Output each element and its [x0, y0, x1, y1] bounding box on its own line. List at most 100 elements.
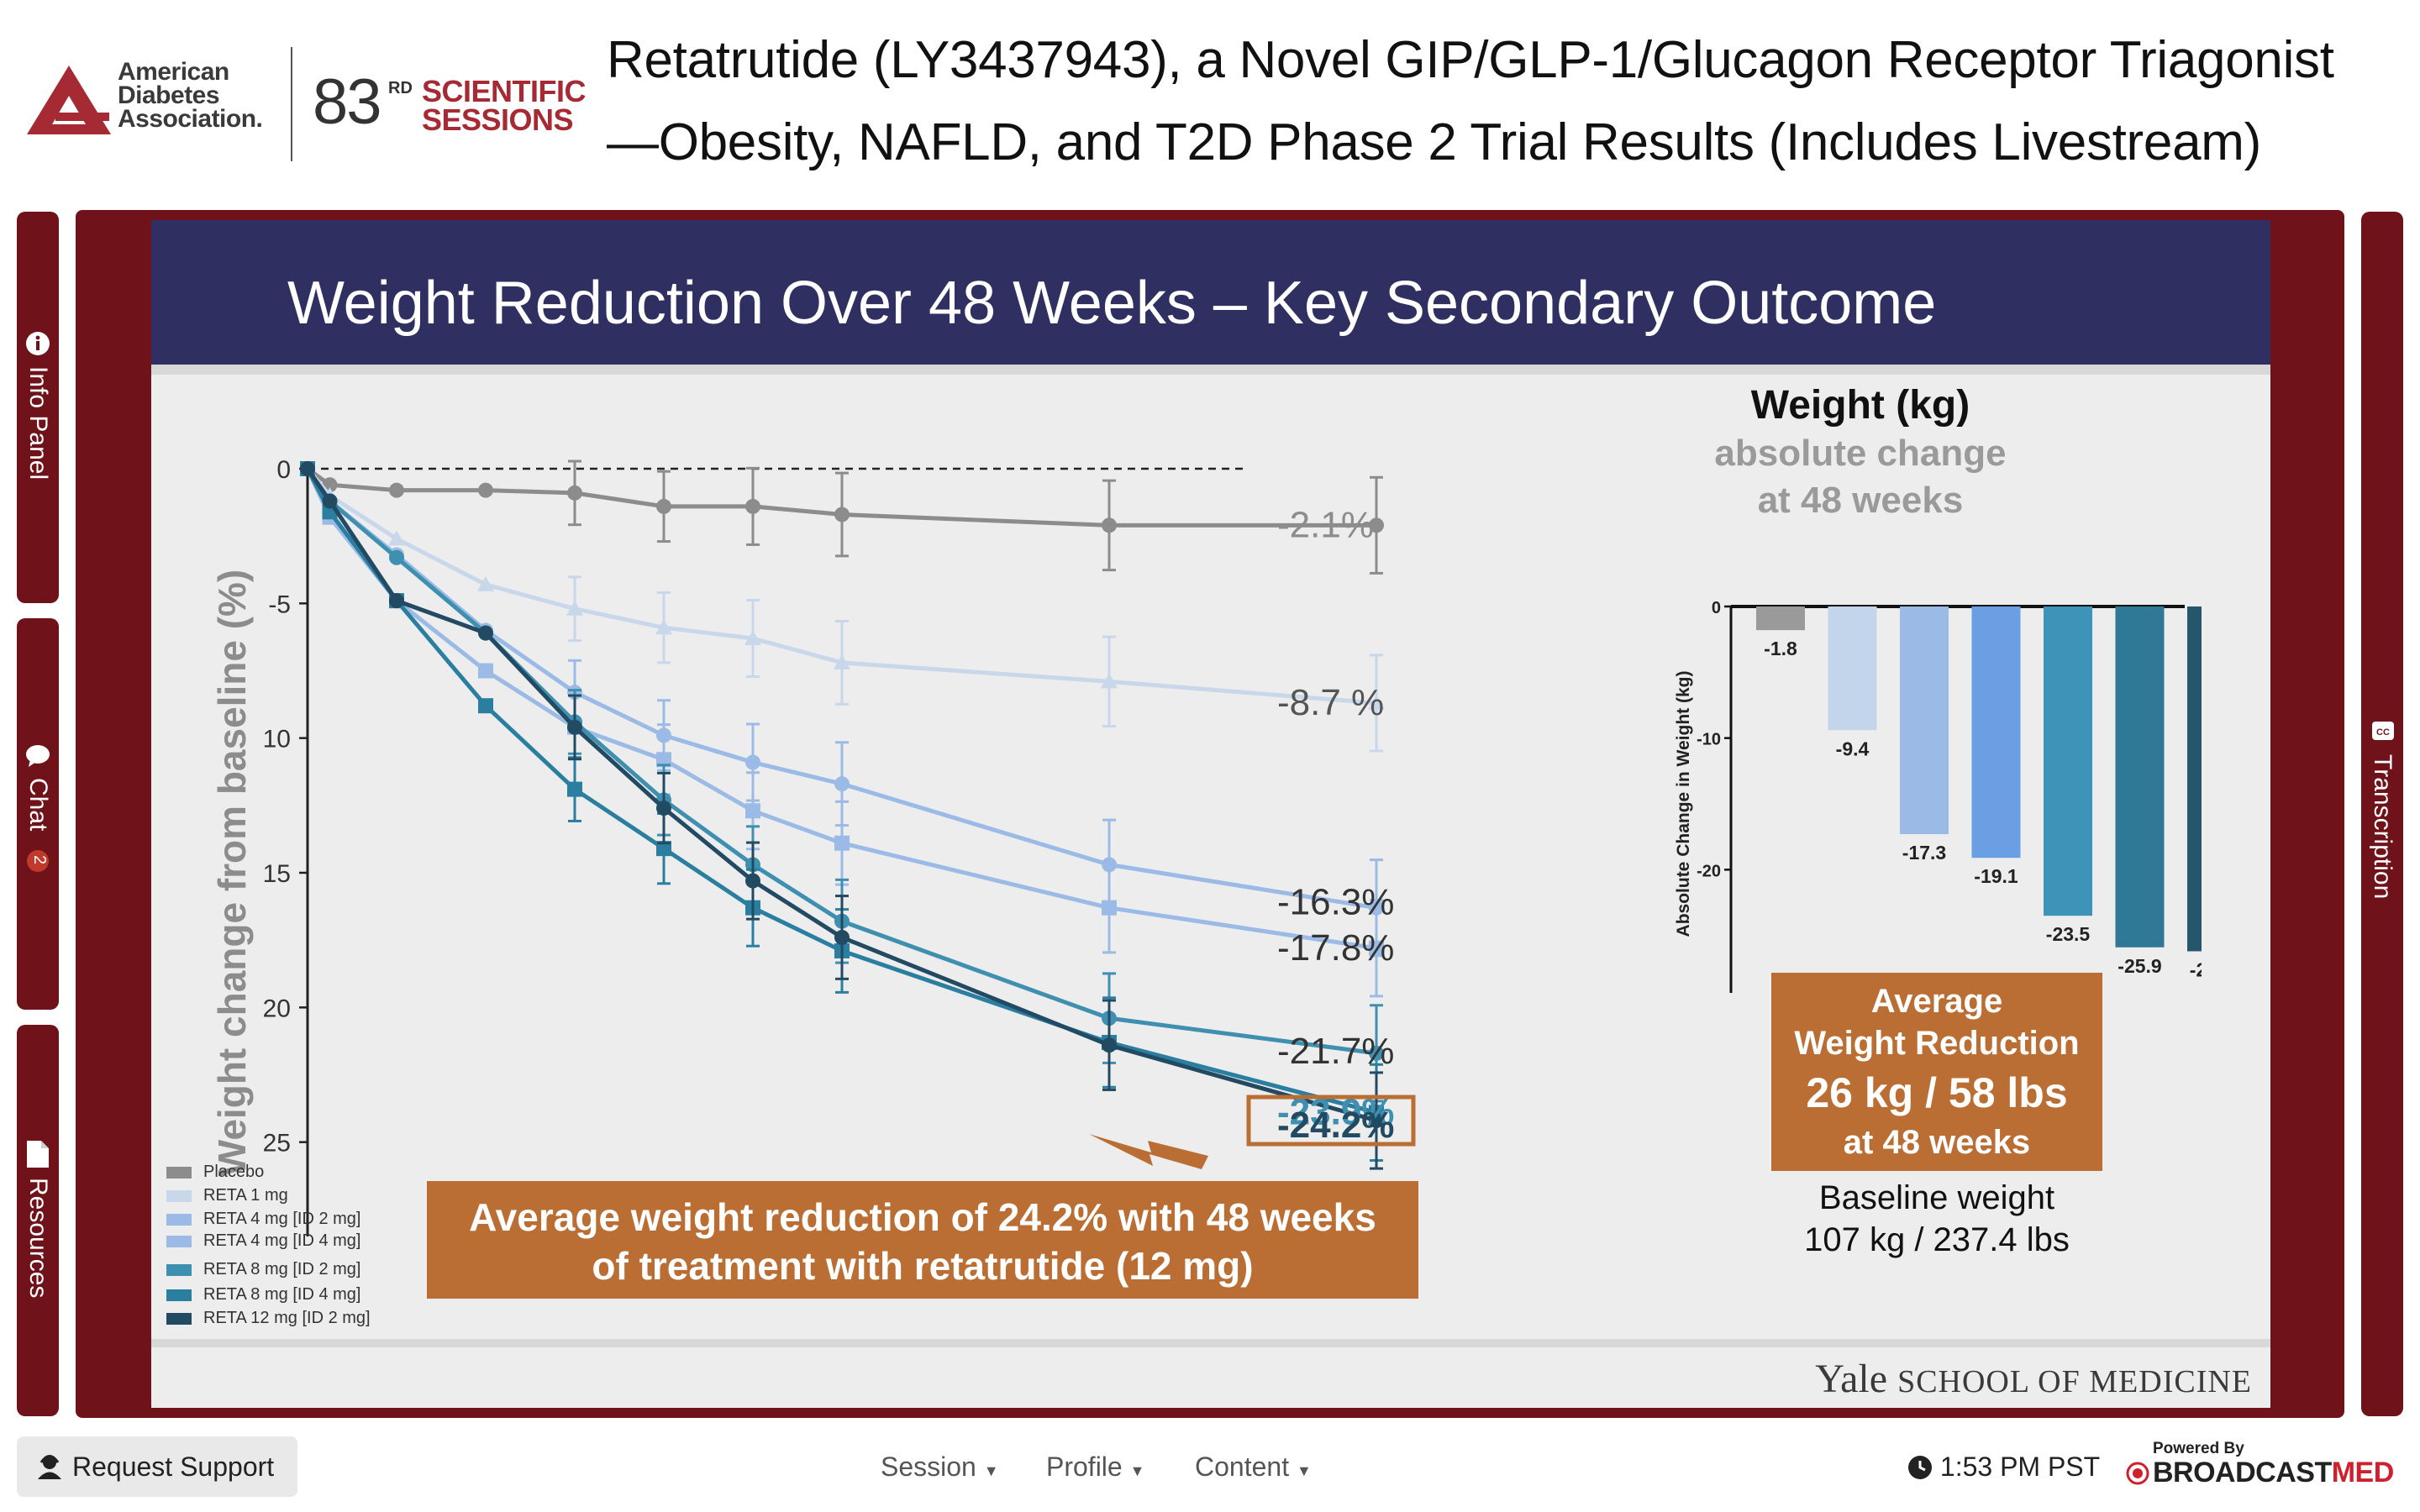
series-end-label: -8.7 %: [1277, 682, 1384, 723]
brand-med: MED: [2331, 1457, 2395, 1488]
data-point: [656, 801, 671, 816]
legend-label: RETA 8 mg [ID 4 mg]: [203, 1285, 361, 1304]
series-end-label: -2.1%: [1277, 504, 1374, 545]
y-tick-label: 10: [263, 726, 291, 753]
data-point: [567, 485, 582, 501]
tab-chat[interactable]: Chat 2: [17, 618, 59, 1010]
legend-swatch: [166, 1236, 192, 1247]
bar-y-axis-label: Absolute Change in Weight (kg): [1674, 671, 1693, 937]
session-clock: 1:53 PM PST: [1907, 1452, 2100, 1483]
legend-label: RETA 1 mg: [203, 1186, 288, 1205]
bar-chart-subtitle-2: at 48 weeks: [1758, 480, 1964, 521]
data-point: [478, 482, 493, 498]
legend-label: RETA 4 mg [ID 4 mg]: [203, 1231, 361, 1250]
chat-icon: [26, 745, 50, 767]
data-point: [567, 719, 582, 735]
data-point: [1369, 1045, 1384, 1061]
legend-label: RETA 4 mg [ID 2 mg]: [203, 1210, 361, 1228]
tab-transcription-label: Transcription: [2369, 754, 2396, 900]
ada-line-2: Diabetes: [118, 81, 220, 109]
data-point: [745, 873, 760, 889]
y-tick-label: 20: [263, 995, 291, 1022]
data-point: [322, 493, 338, 509]
data-point: [1102, 900, 1117, 916]
ada-logo: American Diabetes Association.: [27, 52, 296, 144]
y-tick-label: 25: [263, 1130, 291, 1158]
chevron-down-icon: ▼: [983, 1462, 999, 1479]
bar-chart-subtitle-1: absolute change: [1714, 433, 2006, 474]
chart-legend: Placebo RETA 1 mg RETA 4 mg [ID 2 mg] RETA …: [166, 1163, 418, 1331]
clock-time: 1:53 PM PST: [1939, 1452, 2101, 1482]
brand-broadcast: BROADCAST: [2153, 1457, 2332, 1488]
broadcastmed-wordmark: BROADCASTMED: [2153, 1457, 2394, 1489]
data-point: [745, 498, 760, 514]
bar: [2115, 606, 2165, 948]
legend-label: RETA 12 mg [ID 2 mg]: [203, 1309, 371, 1327]
legend-swatch: [166, 1289, 192, 1301]
request-support-button[interactable]: Request Support: [17, 1436, 297, 1497]
ada-triangle-icon: [27, 66, 111, 134]
sessions-line-2: SESSIONS: [422, 102, 574, 137]
data-point: [566, 600, 583, 616]
data-point: [834, 507, 850, 522]
tab-transcription[interactable]: CC Transcription: [2361, 212, 2403, 1416]
series-end-label: -24.2%: [1277, 1105, 1394, 1146]
ada-line-3: Association.: [118, 105, 263, 133]
svg-text:CC: CC: [2376, 727, 2390, 738]
data-point: [834, 929, 850, 945]
data-point: [478, 698, 493, 714]
menu-session-label: Session: [881, 1452, 976, 1482]
menu-profile[interactable]: Profile ▼: [1046, 1452, 1144, 1483]
header: American Diabetes Association. 83 RD SCI…: [0, 0, 2420, 202]
bar: [1756, 606, 1805, 631]
bar-value-label: -26.2: [2190, 958, 2202, 980]
data-point: [655, 619, 672, 635]
data-point: [388, 530, 405, 546]
support-agent-icon: [38, 1455, 61, 1479]
chevron-down-icon: ▼: [1296, 1462, 1312, 1479]
data-point: [478, 663, 493, 679]
closed-caption-icon: CC: [2372, 722, 2394, 740]
bar-value-label: -1.8: [1764, 638, 1797, 659]
menu-content[interactable]: Content ▼: [1195, 1452, 1312, 1483]
chat-count: 2: [30, 855, 49, 865]
tab-chat-label: Chat: [24, 778, 52, 832]
menu-session[interactable]: Session ▼: [881, 1452, 999, 1483]
avg-box-line-1: Average: [1870, 983, 2003, 1020]
series-end-label: -17.8%: [1277, 927, 1394, 969]
bar-value-label: -19.1: [1974, 865, 2018, 887]
info-icon: [26, 332, 50, 355]
y-tick-label: -5: [268, 591, 291, 618]
series-line: [305, 467, 1377, 1115]
data-point: [744, 630, 761, 646]
data-point: [834, 835, 850, 851]
bar-value-label: -9.4: [1836, 738, 1870, 759]
avg-box-line-2: Weight Reduction: [1794, 1025, 2080, 1062]
data-point: [1369, 517, 1384, 533]
clock-icon: [1908, 1456, 1932, 1479]
data-point: [1368, 694, 1385, 710]
bar-y-tick-label: -10: [1697, 731, 1721, 749]
document-icon: [27, 1141, 49, 1168]
data-point: [834, 654, 850, 669]
data-point: [1369, 940, 1384, 956]
series-line: [305, 467, 1377, 1123]
data-point: [389, 482, 404, 498]
menu-profile-label: Profile: [1046, 1452, 1123, 1482]
legend-swatch: [166, 1167, 192, 1179]
tab-resources-label: Resources: [24, 1178, 52, 1299]
baseline-weight-value: 107 kg / 237.4 lbs: [1804, 1221, 2070, 1258]
bar: [1900, 606, 1949, 835]
tab-info-panel[interactable]: Info Panel: [17, 212, 59, 603]
powered-by-label: Powered By: [2153, 1440, 2244, 1457]
tab-resources[interactable]: Resources: [17, 1025, 59, 1416]
data-point: [389, 593, 404, 609]
broadcastmed-logo: Powered By BROADCASTMED: [2126, 1440, 2412, 1490]
avg-box-line-3: 26 kg / 58 lbs: [1806, 1069, 2068, 1116]
y-tick-label: 15: [263, 860, 291, 888]
y-tick-label: 0: [276, 456, 291, 484]
slide-title: Weight Reduction Over 48 Weeks – Key Sec…: [287, 270, 1937, 337]
slide-title-band: [151, 220, 2270, 365]
data-point: [745, 803, 760, 819]
